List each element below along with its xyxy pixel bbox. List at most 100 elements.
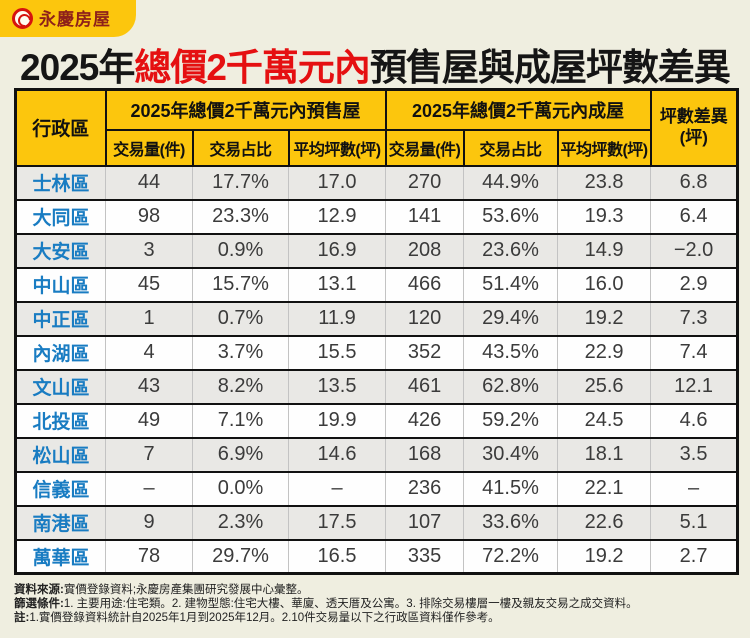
cell: 49	[105, 402, 193, 438]
cell: 19.3	[557, 198, 651, 234]
district-comparison-table: 行政區 2025年總價2千萬元內預售屋 2025年總價2千萬元內成屋 坪數差異 …	[14, 88, 740, 575]
table-row: 大同區 98 23.3% 12.9 141 53.6% 19.3 6.4	[15, 198, 738, 234]
cell: 8.2%	[192, 368, 289, 404]
table-row: 大安區 3 0.9% 16.9 208 23.6% 14.9 −2.0	[15, 232, 738, 268]
cell: 7.1%	[192, 402, 289, 438]
page-title: 2025年總價2千萬元內預售屋與成屋坪數差異	[0, 37, 750, 91]
district-cell: 中正區	[15, 300, 106, 336]
table-row: 中山區 45 15.7% 13.1 466 51.4% 16.0 2.9	[15, 266, 738, 302]
cell: 15.5	[287, 334, 386, 370]
district-cell: 信義區	[15, 470, 106, 506]
district-cell: 內湖區	[15, 334, 106, 370]
cell: 43.5%	[463, 334, 558, 370]
cell: 1	[105, 300, 193, 336]
cell: 15.7%	[192, 266, 289, 302]
cell: 4	[105, 334, 193, 370]
district-cell: 松山區	[15, 436, 106, 472]
header-area-diff-line2: (坪)	[679, 127, 708, 147]
cell: 19.2	[557, 300, 651, 336]
district-cell: 大同區	[15, 198, 106, 234]
cell: 30.4%	[463, 436, 558, 472]
footer-notes: 資料來源:實價登錄資料;永慶房產集團研究發展中心彙整。 篩選條件:1. 主要用途…	[14, 583, 740, 625]
cell: 466	[385, 266, 464, 302]
cell: 24.5	[557, 402, 651, 438]
cell: 18.1	[557, 436, 651, 472]
header-presale-group: 2025年總價2千萬元內預售屋	[104, 88, 387, 131]
footer-note-text: 1.實價登錄資料統計自2025年1月到2025年12月。2.10件交易量以下之行…	[29, 612, 500, 624]
table-row: 南港區 9 2.3% 17.5 107 33.6% 22.6 5.1	[15, 504, 738, 540]
cell: 270	[385, 164, 464, 200]
table-row: 萬華區 78 29.7% 16.5 335 72.2% 19.2 2.7	[15, 538, 738, 574]
cell: 4.6	[650, 402, 738, 438]
cell: −2.0	[650, 232, 738, 268]
cell: 78	[105, 538, 193, 574]
footer-filter-text: 1. 主要用途:住宅類。2. 建物型態:住宅大樓、華廈、透天厝及公寓。3. 排除…	[63, 598, 638, 610]
footer-source-text: 實價登錄資料;永慶房產集團研究發展中心彙整。	[63, 584, 309, 596]
cell: 16.5	[287, 538, 386, 574]
header-presale-share: 交易占比	[191, 128, 290, 167]
data-table-container: 行政區 2025年總價2千萬元內預售屋 2025年總價2千萬元內成屋 坪數差異 …	[14, 88, 740, 575]
cell: 62.8%	[463, 368, 558, 404]
header-area-diff-line1: 坪數差異	[659, 107, 728, 127]
cell: 236	[385, 470, 464, 506]
cell: 3	[105, 232, 193, 268]
yungching-logo-icon	[12, 8, 33, 29]
cell: 7.4	[650, 334, 738, 370]
district-cell: 文山區	[15, 368, 106, 404]
header-completed-volume: 交易量(件)	[384, 128, 465, 167]
cell: 72.2%	[463, 538, 558, 574]
cell: 19.9	[287, 402, 386, 438]
district-cell: 北投區	[15, 402, 106, 438]
district-cell: 中山區	[15, 266, 106, 302]
cell: 5.1	[650, 504, 738, 540]
table-row: 松山區 7 6.9% 14.6 168 30.4% 18.1 3.5	[15, 436, 738, 472]
cell: 59.2%	[463, 402, 558, 438]
cell: 41.5%	[463, 470, 558, 506]
cell: 22.1	[557, 470, 651, 506]
cell: 43	[105, 368, 193, 404]
cell: 17.7%	[192, 164, 289, 200]
cell: 16.9	[287, 232, 386, 268]
brand-logo-tab: 永慶房屋	[0, 0, 136, 37]
cell: 53.6%	[463, 198, 558, 234]
cell: 44	[105, 164, 193, 200]
footer-source-line: 資料來源:實價登錄資料;永慶房產集團研究發展中心彙整。	[14, 583, 740, 597]
footer-filter-label: 篩選條件:	[14, 598, 64, 610]
table-row: 中正區 1 0.7% 11.9 120 29.4% 19.2 7.3	[15, 300, 738, 336]
cell: 6.8	[650, 164, 738, 200]
cell: 335	[385, 538, 464, 574]
cell: 23.3%	[192, 198, 289, 234]
cell: 23.6%	[463, 232, 558, 268]
cell: 9	[105, 504, 193, 540]
cell: 98	[105, 198, 193, 234]
cell: 7.3	[650, 300, 738, 336]
cell: 16.0	[557, 266, 651, 302]
footer-note-label: 註:	[14, 612, 30, 624]
cell: 12.1	[650, 368, 738, 404]
title-suffix: 預售屋與成屋坪數差異	[369, 47, 731, 88]
cell: 14.6	[287, 436, 386, 472]
district-cell: 士林區	[15, 164, 106, 200]
table-row: 信義區 – 0.0% – 236 41.5% 22.1 –	[15, 470, 738, 506]
cell: 51.4%	[463, 266, 558, 302]
header-completed-share: 交易占比	[462, 128, 559, 167]
cell: 461	[385, 368, 464, 404]
header-district: 行政區	[14, 88, 107, 167]
table-row: 內湖區 4 3.7% 15.5 352 43.5% 22.9 7.4	[15, 334, 738, 370]
footer-note-line: 註:1.實價登錄資料統計自2025年1月到2025年12月。2.10件交易量以下…	[14, 611, 740, 625]
cell: 6.4	[650, 198, 738, 234]
title-highlight: 總價2千萬元內	[134, 47, 371, 88]
cell: 0.9%	[192, 232, 289, 268]
cell: 2.7	[650, 538, 738, 574]
cell: 22.6	[557, 504, 651, 540]
cell: 29.4%	[463, 300, 558, 336]
cell: 45	[105, 266, 193, 302]
cell: 12.9	[287, 198, 386, 234]
footer-source-label: 資料來源:	[14, 584, 64, 596]
footer-filter-line: 篩選條件:1. 主要用途:住宅類。2. 建物型態:住宅大樓、華廈、透天厝及公寓。…	[14, 597, 740, 611]
cell: 29.7%	[192, 538, 289, 574]
cell: 2.3%	[192, 504, 289, 540]
district-cell: 南港區	[15, 504, 106, 540]
cell: 3.5	[650, 436, 738, 472]
district-cell: 大安區	[15, 232, 106, 268]
